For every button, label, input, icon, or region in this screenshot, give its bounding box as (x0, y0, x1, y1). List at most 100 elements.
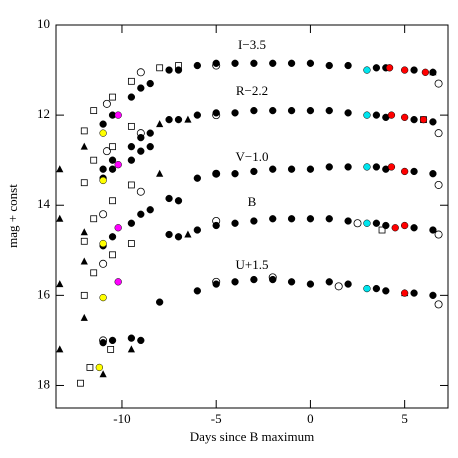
point (184, 115, 192, 123)
band-label: U+1.5 (236, 257, 269, 272)
band-label: B (248, 194, 257, 209)
point (250, 106, 258, 115)
point (109, 93, 116, 101)
point (410, 115, 418, 124)
point (344, 61, 352, 70)
point (108, 165, 117, 173)
point (401, 221, 409, 230)
point (99, 165, 107, 173)
band-label: I−3.5 (238, 37, 266, 52)
point (287, 106, 296, 115)
point (102, 147, 111, 156)
point (174, 233, 183, 241)
point (109, 251, 116, 259)
x-axis-label: Days since B maximum (190, 429, 315, 444)
point (325, 61, 333, 70)
point (250, 59, 258, 67)
y-tick-label: 18 (37, 376, 50, 391)
point (80, 179, 88, 187)
point (156, 298, 164, 306)
point (99, 129, 107, 137)
point (99, 210, 108, 219)
point (99, 120, 107, 128)
point (401, 113, 409, 122)
point (114, 278, 122, 286)
point (269, 59, 277, 67)
point (212, 221, 220, 230)
point (108, 336, 117, 345)
point (410, 224, 418, 232)
point (212, 59, 220, 67)
point (184, 230, 192, 238)
point (99, 293, 107, 302)
x-tick-label: 0 (307, 411, 314, 426)
x-tick-label: -10 (113, 411, 130, 426)
y-tick-label: 14 (37, 196, 51, 211)
point (410, 289, 418, 297)
point (156, 64, 164, 72)
point (387, 111, 396, 119)
point (127, 240, 135, 247)
point (127, 122, 135, 130)
point (108, 233, 117, 241)
point (108, 156, 117, 164)
point (175, 62, 182, 69)
point (80, 142, 88, 150)
point (287, 59, 296, 67)
point (137, 84, 145, 92)
point (231, 219, 239, 227)
point (56, 165, 64, 173)
point (325, 215, 333, 223)
point (401, 289, 409, 297)
point (212, 217, 221, 226)
point (127, 181, 135, 189)
point (353, 219, 362, 228)
point (372, 284, 381, 293)
point (434, 129, 443, 138)
point (127, 219, 136, 227)
point (385, 64, 394, 72)
point (146, 129, 154, 137)
point (174, 66, 183, 74)
point (56, 214, 64, 222)
point (80, 228, 88, 236)
point (102, 99, 111, 108)
point (165, 115, 173, 124)
point (114, 111, 122, 119)
point (372, 219, 381, 227)
point (231, 109, 239, 117)
y-tick-label: 16 (37, 286, 51, 301)
point (429, 170, 437, 178)
point (363, 284, 371, 293)
point (137, 336, 145, 345)
point (127, 156, 136, 164)
point (287, 165, 296, 173)
point (99, 259, 108, 268)
point (77, 379, 84, 387)
point (268, 273, 277, 282)
point (429, 118, 437, 126)
point (80, 257, 88, 265)
point (212, 277, 221, 286)
point (99, 339, 107, 347)
point (99, 176, 107, 185)
point (137, 147, 145, 155)
point (174, 115, 183, 124)
point (306, 215, 315, 223)
point (287, 215, 296, 223)
point (344, 163, 352, 171)
point (391, 224, 399, 232)
point (372, 111, 381, 119)
point (212, 109, 220, 117)
point (127, 345, 135, 353)
point (193, 174, 201, 182)
point (325, 278, 333, 286)
point (136, 68, 145, 77)
point (306, 106, 315, 115)
point (107, 346, 115, 353)
point (90, 107, 98, 115)
point (434, 180, 443, 189)
point (156, 120, 164, 128)
x-tick-label: 5 (401, 411, 408, 426)
